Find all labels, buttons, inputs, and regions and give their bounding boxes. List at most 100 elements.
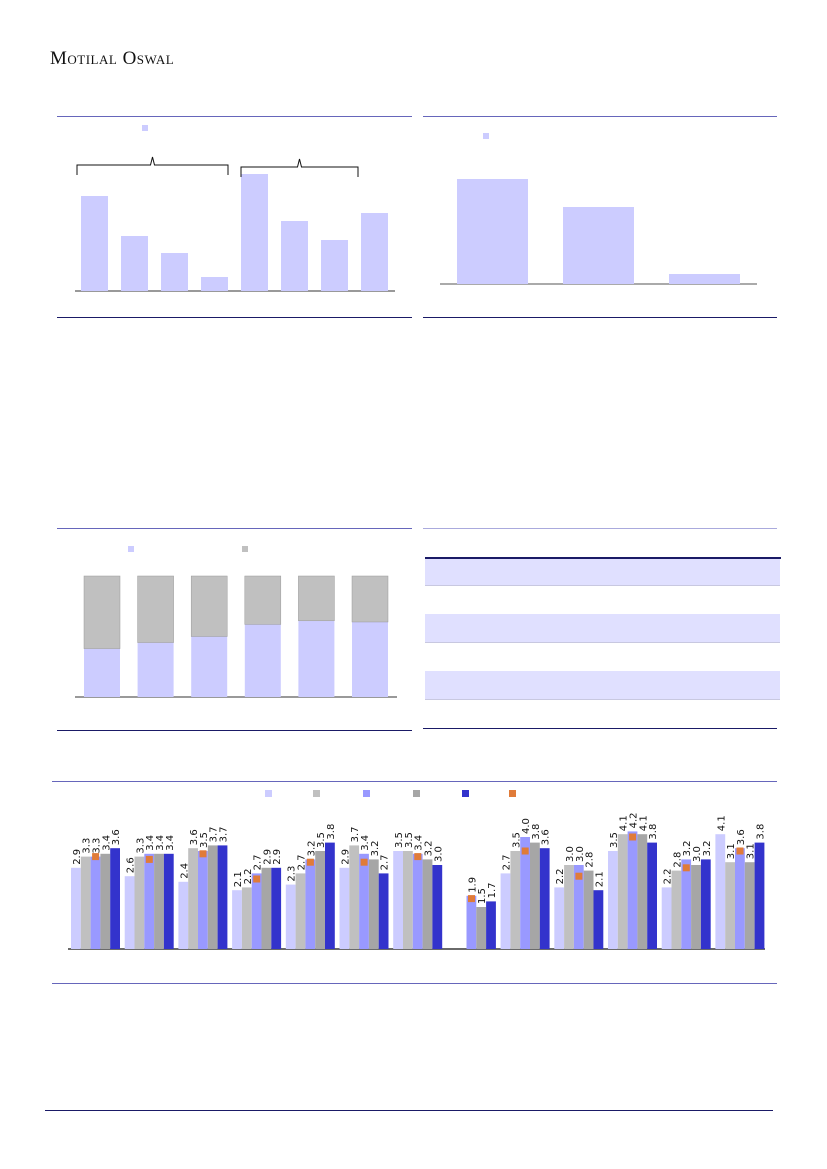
chart5-data-label: 3.1	[746, 843, 757, 859]
chart5-bar	[530, 842, 540, 949]
chart3-legend-swatch	[242, 546, 248, 552]
chart5-bar	[671, 870, 682, 949]
chart5-data-label: 3.0	[565, 846, 576, 862]
chart3-legend-swatch	[128, 546, 134, 552]
chart5-bar	[539, 848, 550, 949]
chart1-bar	[321, 240, 348, 291]
chart1-bar	[121, 236, 148, 291]
chart5-bar	[510, 851, 521, 949]
chart3-bar-upper	[298, 575, 335, 622]
chart5-data-label: 3.5	[199, 832, 210, 848]
chart5-data-label: 3.4	[101, 835, 112, 851]
chart5-data-label: 3.4	[165, 835, 176, 851]
chart5-legend-swatch	[462, 790, 469, 797]
chart5-bar	[325, 842, 335, 949]
chart5-data-label: 4.1	[638, 815, 649, 831]
chart5-data-label: 3.6	[736, 829, 747, 845]
chart5-bar	[754, 842, 765, 949]
chart5-data-label: 3.8	[648, 824, 659, 840]
chart5-data-label: 3.2	[306, 840, 317, 856]
chart1-top-rule	[57, 116, 412, 117]
chart3-bar-upper	[190, 575, 228, 637]
chart5-bar	[564, 865, 574, 949]
chart5-data-label: 3.4	[155, 835, 166, 851]
chart5-data-label: 2.1	[594, 871, 605, 887]
chart5-marker	[92, 853, 100, 861]
chart5-bar	[627, 831, 638, 949]
chart5-top-rule	[52, 781, 777, 782]
chart5-bar	[188, 848, 198, 949]
chart5-bar	[378, 873, 389, 949]
chart5-data-label: 3.5	[394, 832, 405, 848]
chart5-bar	[661, 887, 672, 949]
chart1-bar	[201, 277, 228, 291]
chart5-bar	[271, 867, 282, 949]
chart5-marker	[414, 853, 422, 861]
chart5-bar	[368, 859, 379, 949]
chart5-bar	[163, 853, 174, 949]
chart5-bottom-rule	[52, 983, 777, 984]
chart5-bar	[305, 859, 316, 949]
chart5-data-label: 3.5	[316, 832, 327, 848]
chart5-marker	[360, 858, 368, 866]
chart5-bar	[251, 873, 262, 949]
chart3-bar-lower	[84, 648, 120, 697]
chart5-bar	[178, 881, 189, 949]
chart5-marker	[682, 864, 690, 872]
chart5-marker	[468, 895, 475, 903]
chart1-bar	[361, 213, 388, 291]
chart5-marker	[145, 855, 153, 863]
chart5-marker	[199, 850, 207, 858]
chart5-bar	[554, 887, 565, 949]
chart1-bar	[81, 196, 108, 291]
chart3-top-rule	[57, 528, 412, 529]
chart5-bar	[154, 853, 164, 949]
chart5-bar	[134, 856, 145, 949]
chart5-bar	[110, 848, 120, 949]
footer-rule	[45, 1110, 773, 1111]
chart3-bar-upper	[137, 575, 174, 643]
chart5-data-label: 3.0	[433, 846, 444, 862]
chart5-bar	[207, 845, 218, 949]
chart5-data-label: 3.3	[82, 838, 93, 854]
chart5-data-label: 3.2	[424, 840, 435, 856]
chart5-data-label: 3.8	[326, 824, 337, 840]
chart5-bar	[339, 867, 350, 949]
chart2-bar	[669, 274, 740, 284]
chart5-bar	[500, 873, 511, 949]
chart5-legend-swatch	[265, 790, 272, 797]
chart5-bar	[432, 865, 443, 949]
chart5-legend-swatch	[363, 790, 370, 797]
chart3-bar-upper	[244, 575, 282, 625]
chart5-marker	[575, 872, 583, 880]
chart1-bottom-rule	[57, 317, 412, 318]
table-row	[425, 614, 780, 643]
chart5-data-label: 2.2	[555, 868, 566, 884]
chart5-bar	[593, 890, 604, 949]
chart5-bar	[315, 851, 325, 949]
chart2-legend-swatch	[483, 133, 489, 139]
chart5-data-label: 3.7	[219, 826, 230, 842]
chart5-bar	[700, 859, 711, 949]
chart5-bar	[71, 867, 81, 949]
chart5-legend-marker	[509, 790, 516, 797]
chart5-bar	[100, 853, 111, 949]
chart5-data-label: 2.6	[126, 857, 137, 873]
chart5-data-label: 3.4	[414, 835, 425, 851]
table-row	[425, 671, 780, 700]
chart5-data-label: 2.7	[253, 854, 264, 870]
chart5-data-label: 3.5	[609, 832, 620, 848]
chart5-data-label: 3.7	[350, 826, 361, 842]
chart5-data-label: 2.8	[585, 852, 596, 868]
chart3-bar-lower	[352, 621, 388, 697]
chart5-bar	[241, 887, 252, 949]
chart5-bar	[715, 834, 726, 949]
chart5-data-label: 4.2	[629, 812, 640, 828]
chart3-bar-lower	[137, 642, 174, 697]
chart5-bar	[285, 884, 296, 949]
chart5-data-label: 2.1	[233, 871, 244, 887]
chart5-bar	[217, 845, 228, 949]
chart5-data-label: 3.2	[370, 840, 381, 856]
chart1-legend-swatch	[142, 125, 148, 131]
